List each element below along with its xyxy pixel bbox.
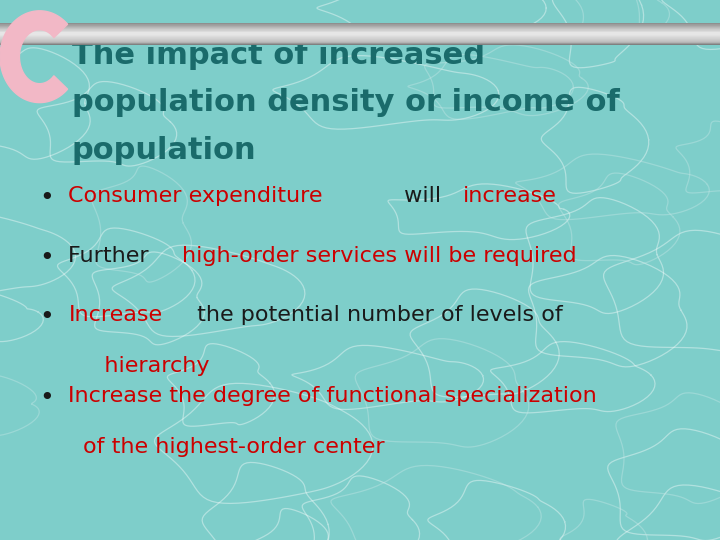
Bar [0, 34, 720, 35]
Text: high-order services will be required: high-order services will be required [181, 246, 576, 266]
Text: population: population [72, 136, 256, 165]
Polygon shape [0, 11, 68, 103]
Bar [0, 28, 720, 29]
Bar [0, 35, 720, 36]
Text: Further: Further [68, 246, 156, 266]
Bar [0, 26, 720, 27]
Bar [0, 44, 720, 45]
Text: increase: increase [463, 186, 557, 206]
Bar [0, 37, 720, 38]
Bar [0, 29, 720, 30]
Bar [0, 42, 720, 43]
Bar [0, 23, 720, 24]
Bar [0, 24, 720, 25]
Text: •: • [40, 305, 54, 329]
Text: hierarchy: hierarchy [83, 356, 210, 376]
Bar [0, 38, 720, 39]
Text: of the highest-order center: of the highest-order center [83, 437, 384, 457]
Bar [0, 40, 720, 41]
Text: population density or income of: population density or income of [72, 88, 620, 117]
Text: will: will [397, 186, 448, 206]
Bar [0, 30, 720, 31]
Text: •: • [40, 386, 54, 410]
Text: Increase the degree of functional specialization: Increase the degree of functional specia… [68, 386, 597, 406]
Bar [0, 31, 720, 32]
Text: •: • [40, 186, 54, 210]
Bar [0, 28, 720, 29]
Bar [0, 36, 720, 37]
Text: •: • [40, 246, 54, 269]
Bar [0, 43, 720, 44]
Bar [0, 25, 720, 26]
Bar [0, 41, 720, 42]
Text: Consumer expenditure: Consumer expenditure [68, 186, 323, 206]
Bar [0, 39, 720, 40]
Text: Increase: Increase [68, 305, 163, 325]
Bar [0, 33, 720, 34]
Text: The impact of increased: The impact of increased [72, 40, 485, 70]
Bar [0, 32, 720, 33]
Bar [0, 27, 720, 28]
Text: the potential number of levels of: the potential number of levels of [190, 305, 562, 325]
